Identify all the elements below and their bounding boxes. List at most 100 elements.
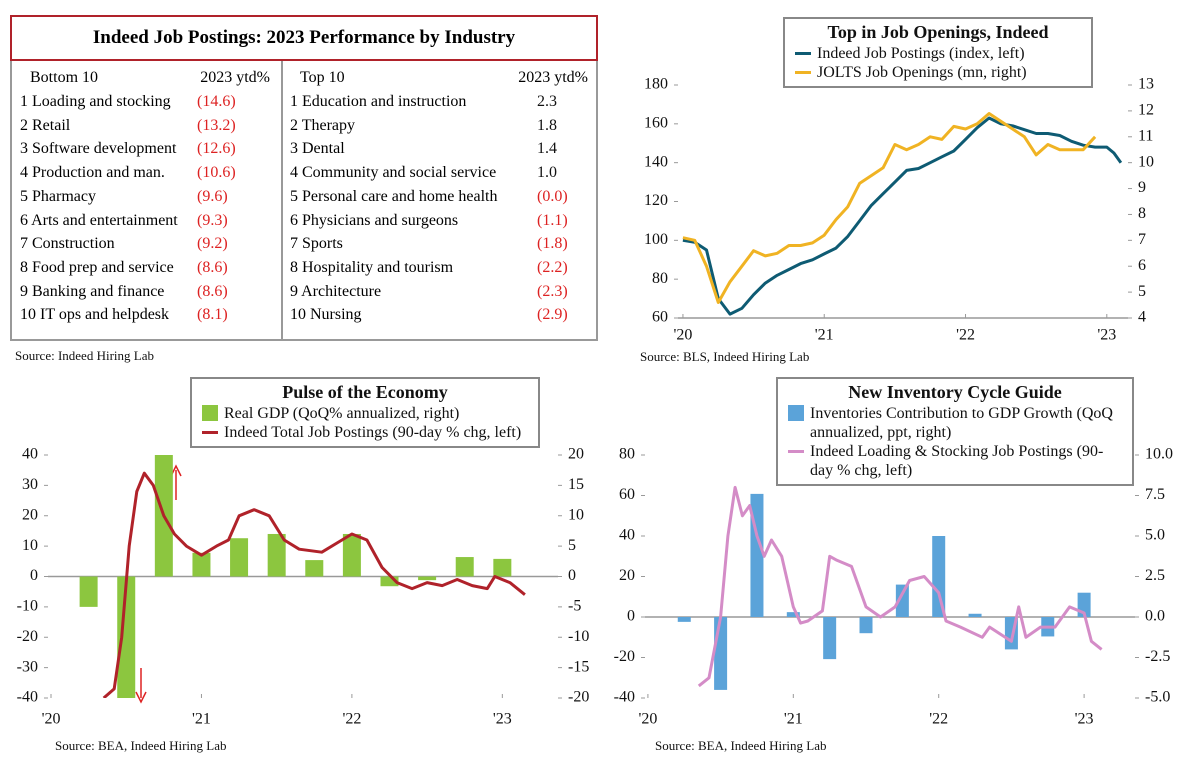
bar	[418, 576, 437, 581]
chart-title: Pulse of the Economy	[282, 382, 448, 402]
legend-swatch	[795, 71, 811, 74]
x-tick-label: '20	[42, 711, 61, 728]
column-header: Top 10	[300, 69, 345, 86]
y2-tick-label: -15	[568, 658, 589, 675]
table-panel	[10, 15, 598, 341]
legend-label: Indeed Job Postings (index, left)	[817, 45, 1025, 62]
x-tick-label: '23	[1075, 711, 1094, 728]
y2-tick-label: 5	[568, 537, 576, 554]
y2-tick-label: 8	[1138, 205, 1146, 222]
y2-tick-label: 5.0	[1145, 527, 1165, 544]
row-name: 6 Arts and entertainment	[20, 211, 178, 229]
legend-entry: Indeed Total Job Postings (90-day % chg,…	[202, 423, 528, 442]
x-tick-label: '23	[493, 711, 512, 728]
y2-tick-label: 2.5	[1145, 567, 1165, 584]
table-title: Indeed Job Postings: 2023 Performance by…	[10, 15, 598, 61]
row-name: 6 Physicians and surgeons	[290, 211, 459, 229]
y-tick-label: 40	[22, 446, 38, 463]
row-name: 9 Banking and finance	[20, 282, 165, 300]
x-tick-label: '21	[815, 327, 834, 344]
x-tick-label: '21	[192, 711, 211, 728]
y-tick-label: 40	[619, 527, 635, 544]
row-value: (14.6)	[197, 93, 236, 110]
line	[682, 116, 1123, 316]
x-tick-label: '20	[638, 711, 657, 728]
row-name: 8 Food prep and service	[20, 258, 174, 276]
y2-tick-label: 13	[1138, 76, 1154, 93]
row-value: 1.8	[537, 116, 557, 134]
row-value: (10.6)	[197, 164, 236, 182]
row-name: 2 Retail	[20, 116, 71, 134]
y-tick-label: -40	[17, 689, 38, 706]
row-name: 1 Education and instruction	[290, 93, 467, 110]
bar	[677, 617, 691, 622]
bar	[117, 576, 136, 698]
bar	[859, 617, 873, 634]
y2-tick-label: 15	[568, 476, 584, 493]
bar	[342, 533, 361, 577]
y2-tick-label: 7.5	[1145, 486, 1165, 503]
legend: Top in Job Openings, Indeed Indeed Job Po…	[783, 17, 1093, 88]
legend-swatch	[795, 52, 811, 55]
bar	[192, 552, 211, 577]
row-name: 10 Nursing	[290, 306, 362, 324]
y-tick-label: -20	[614, 648, 635, 665]
row-value: (8.1)	[197, 306, 228, 324]
row-name: 5 Personal care and home health	[290, 187, 498, 205]
row-value: (9.2)	[197, 235, 228, 253]
y-tick-label: -40	[614, 689, 635, 706]
y-tick-label: 10	[22, 537, 38, 554]
y-tick-label: 0	[627, 608, 635, 625]
legend: New Inventory Cycle Guide Inventories Con…	[776, 377, 1134, 486]
bar	[493, 558, 512, 577]
y2-tick-label: 20	[568, 446, 584, 463]
y-tick-label: 20	[619, 567, 635, 584]
legend-swatch	[788, 450, 804, 453]
row-name: 5 Pharmacy	[20, 187, 96, 205]
row-value: 2.3	[537, 93, 557, 110]
y2-tick-label: 10.0	[1145, 446, 1173, 463]
y2-tick-label: -20	[568, 689, 589, 706]
y-tick-label: 60	[619, 486, 635, 503]
y2-tick-label: 0.0	[1145, 608, 1165, 625]
legend-entry: JOLTS Job Openings (mn, right)	[795, 63, 1081, 82]
legend-label: Indeed Loading & Stocking Job Postings (…	[810, 443, 1104, 479]
plot	[682, 112, 1123, 316]
legend-entry: Indeed Job Postings (index, left)	[795, 44, 1081, 63]
row-value: (13.2)	[197, 116, 236, 134]
y-tick-label: 0	[30, 567, 38, 584]
y-tick-label: 80	[652, 270, 668, 287]
y2-tick-label: 6	[1138, 257, 1146, 274]
x-tick-label: '21	[784, 711, 803, 728]
y2-tick-label: -5.0	[1145, 689, 1170, 706]
bar	[714, 617, 728, 690]
row-value: (0.0)	[537, 187, 568, 205]
legend-label: Inventories Contribution to GDP Growth (…	[810, 405, 1113, 441]
plot	[79, 455, 526, 698]
row-value: (1.8)	[537, 235, 568, 253]
x-tick-label: '22	[342, 711, 361, 728]
bar	[932, 536, 946, 617]
legend-swatch	[202, 405, 218, 421]
y2-tick-label: -5	[568, 598, 581, 615]
row-name: 3 Software development	[20, 140, 177, 158]
row-name: 1 Loading and stocking	[20, 93, 171, 110]
legend: Pulse of the Economy Real GDP (QoQ% annua…	[190, 377, 540, 448]
bar	[230, 538, 249, 577]
legend-entry: Real GDP (QoQ% annualized, right)	[202, 404, 528, 423]
y-tick-label: -30	[17, 658, 38, 675]
y2-tick-label: 12	[1138, 102, 1154, 119]
bar	[267, 533, 286, 577]
chart-title: New Inventory Cycle Guide	[848, 382, 1062, 402]
y2-tick-label: 11	[1138, 127, 1153, 144]
clip-arrow-down-head	[135, 691, 147, 704]
plot	[677, 485, 1103, 690]
row-name: 3 Dental	[290, 140, 345, 158]
legend-label: JOLTS Job Openings (mn, right)	[817, 64, 1027, 81]
row-name: 7 Sports	[290, 235, 343, 253]
y-tick-label: 20	[22, 506, 38, 523]
row-name: 4 Production and man.	[20, 164, 165, 182]
line	[697, 485, 1103, 688]
legend-entry: Indeed Loading & Stocking Job Postings (…	[788, 442, 1122, 480]
